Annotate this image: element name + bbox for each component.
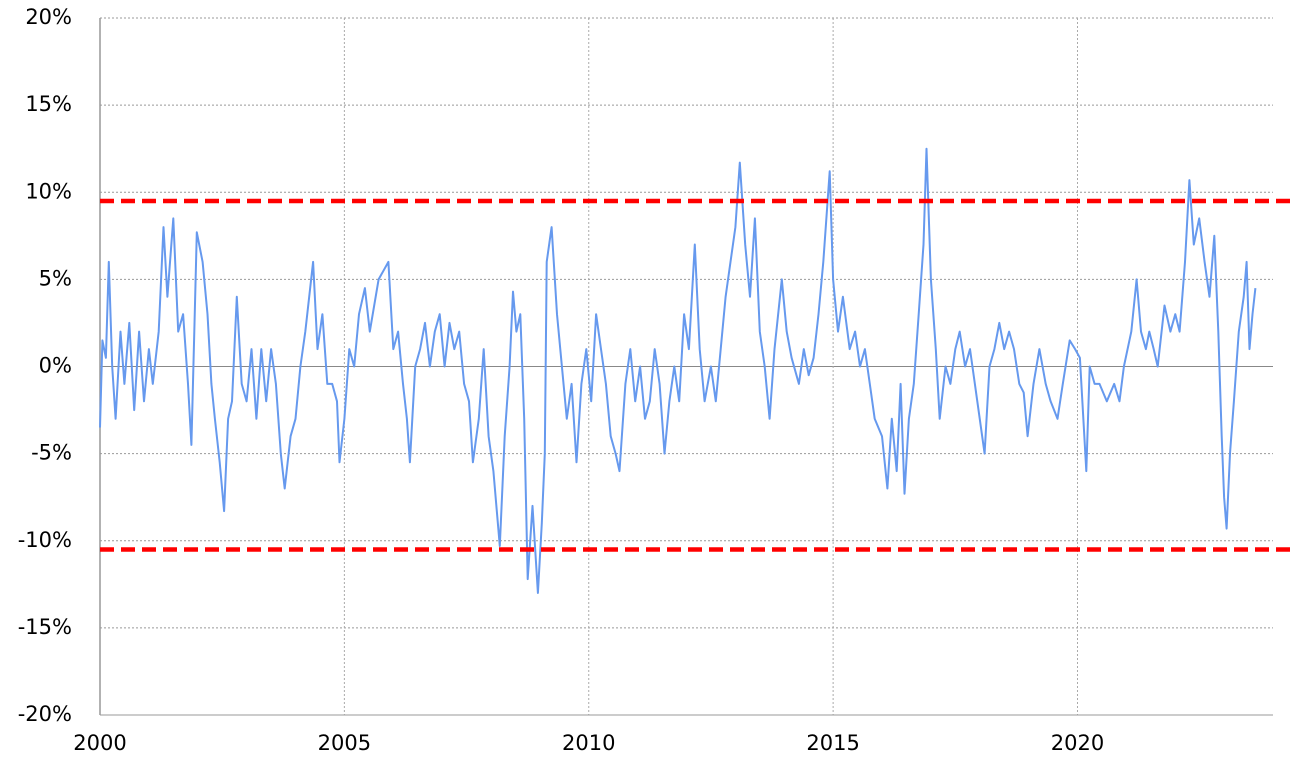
data-line: [99, 147, 1257, 594]
y-tick-label: -15%: [18, 615, 72, 639]
x-tick-label: 2010: [562, 731, 615, 755]
y-tick-label: 20%: [25, 5, 72, 29]
y-tick-label: -5%: [31, 441, 72, 465]
y-tick-label: 0%: [39, 354, 72, 378]
x-tick-label: 2015: [806, 731, 859, 755]
x-tick-label: 2000: [73, 731, 126, 755]
y-tick-label: -20%: [18, 702, 72, 726]
y-tick-label: 15%: [25, 92, 72, 116]
x-tick-label: 2005: [318, 731, 371, 755]
y-tick-label: -10%: [18, 528, 72, 552]
x-tick-label: 2020: [1051, 731, 1104, 755]
y-tick-label: 5%: [39, 266, 72, 290]
y-tick-label: 10%: [25, 179, 72, 203]
